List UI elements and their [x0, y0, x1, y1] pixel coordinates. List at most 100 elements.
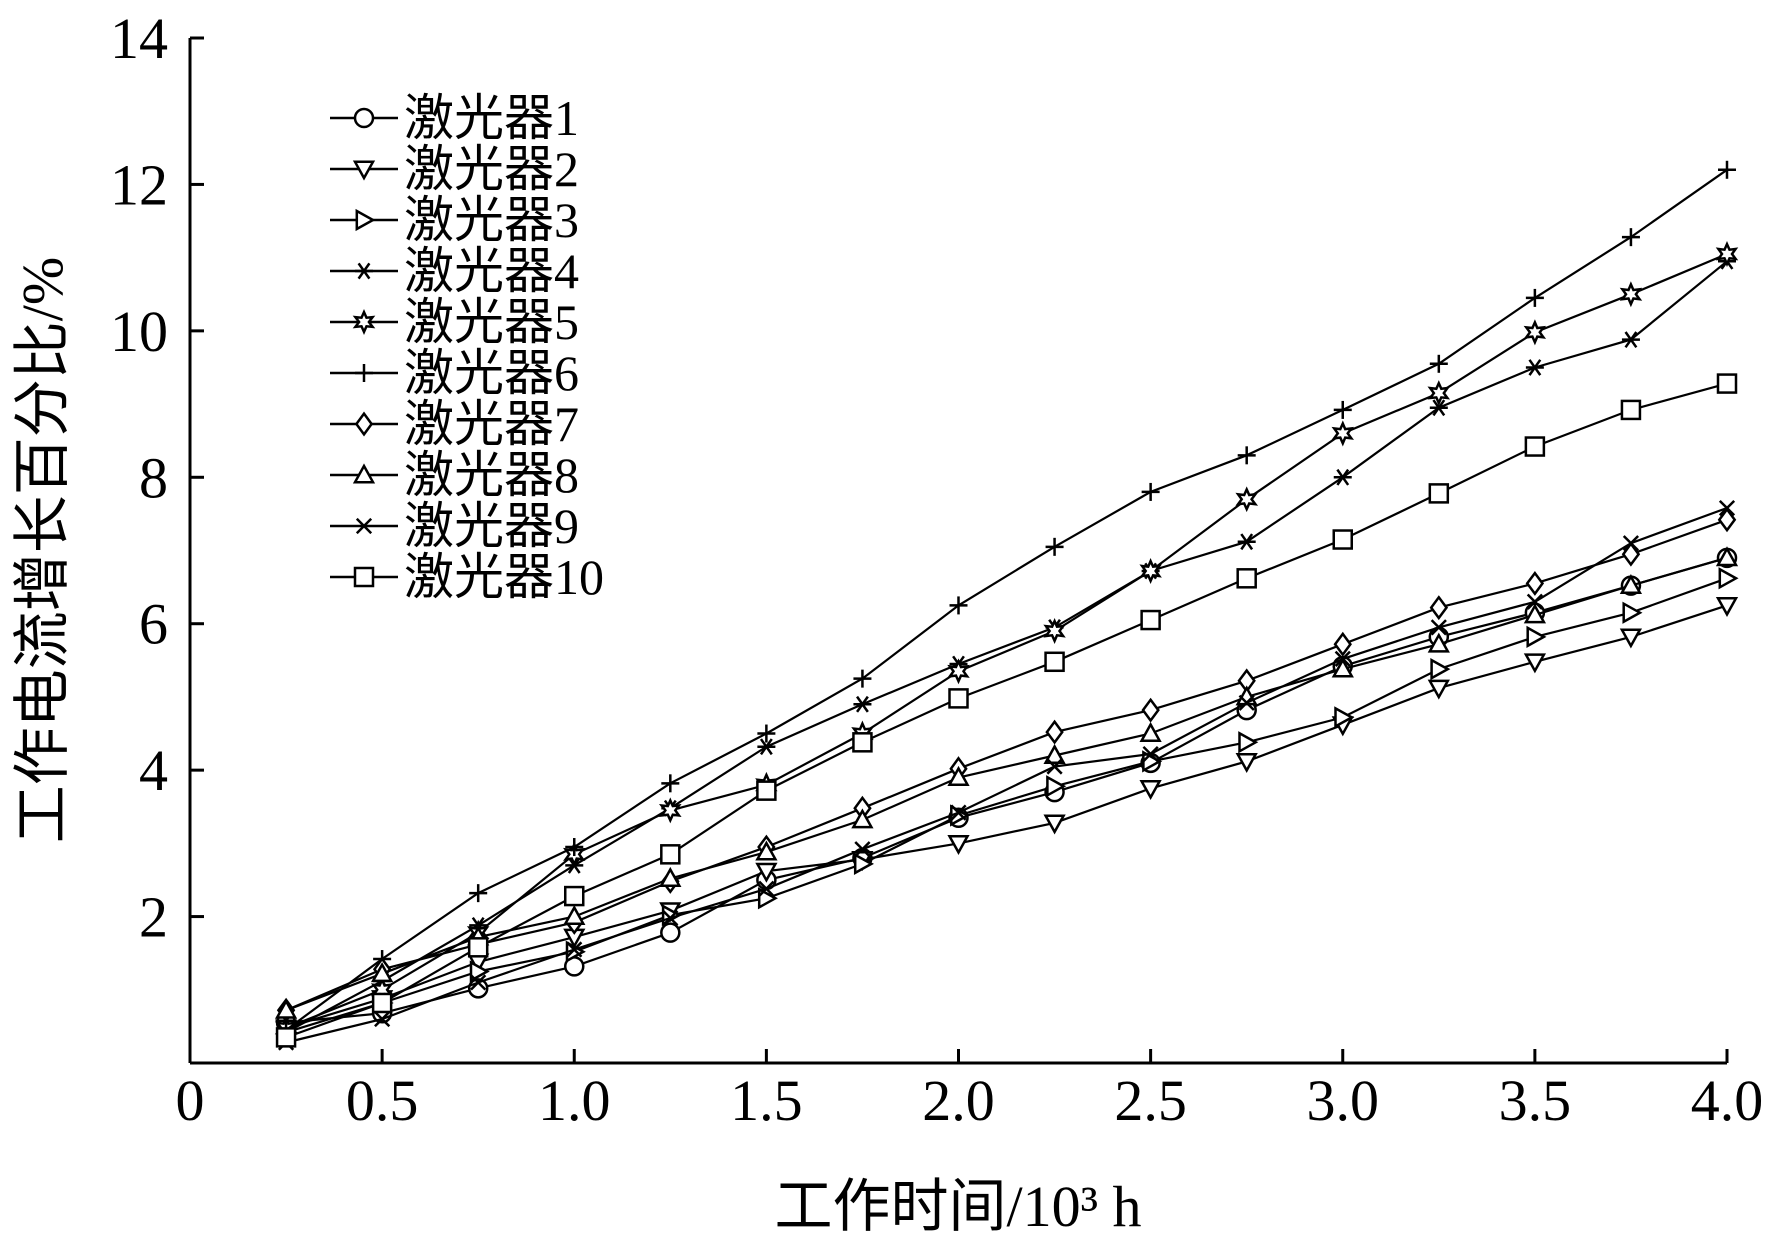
series-6-point-12	[1333, 400, 1352, 419]
series-3-point-11	[1238, 731, 1259, 754]
series-2-point-9	[1043, 814, 1066, 835]
legend-label-7: 激光器7	[404, 396, 579, 452]
y-tick-label-8: 8	[139, 445, 168, 510]
series-7-point-15	[1621, 541, 1641, 567]
series-10-line	[285, 382, 1728, 1039]
series-8-point-5	[659, 866, 682, 887]
series-8-point-10	[1139, 721, 1162, 742]
series-9-point-2	[374, 1010, 391, 1028]
series-10-point-15	[1620, 399, 1642, 421]
series-6-point-3	[469, 884, 488, 903]
series-6-point-16	[1718, 160, 1736, 179]
series-10-point-3	[467, 937, 489, 958]
series-6-point-13	[1429, 354, 1448, 373]
x-axis-title: 工作时间/10³ h	[774, 1174, 1141, 1239]
series-3-point-6	[757, 887, 778, 910]
y-tick-label-2: 2	[139, 885, 168, 950]
legend-item-2: 激光器2	[330, 141, 579, 197]
series-9-point-11	[1238, 694, 1255, 711]
x-tick-label-3-0: 3.0	[1307, 1068, 1380, 1133]
series-6-point-5	[661, 774, 680, 793]
series-5-point-9	[1043, 617, 1066, 645]
legend-label-5: 激光器5	[404, 294, 579, 350]
series-10-point-16	[1716, 373, 1738, 394]
series-8-point-14	[1523, 603, 1547, 624]
series-4	[277, 252, 1736, 1041]
series-10-point-1	[275, 1027, 297, 1048]
legend-item-9: 激光器9	[330, 498, 579, 554]
series-1-line	[285, 556, 1728, 1024]
series-9-point-3	[470, 974, 487, 991]
series-8	[274, 546, 1739, 1019]
series-9-point-9	[1046, 758, 1063, 775]
legend-marker-6	[355, 364, 373, 382]
y-ticks: 2 4 6 8 10 12 14	[110, 6, 204, 950]
series-8-point-7	[851, 808, 874, 829]
legend-label-9: 激光器9	[404, 498, 579, 554]
legend-label-3: 激光器3	[404, 192, 579, 248]
x-tick-label-2-0: 2.0	[922, 1068, 995, 1133]
x-ticks: 0 0.5 1.0 1.5 2.0 2.5 3.0 3.5 4.0	[176, 1049, 1763, 1133]
series-8-point-1	[274, 998, 298, 1019]
y-tick-label-12: 12	[110, 152, 168, 217]
series-3-point-14	[1526, 625, 1547, 649]
legend-item-3: 激光器3	[330, 192, 579, 248]
legend-item-6: 激光器6	[330, 345, 579, 401]
series-8-point-16	[1715, 546, 1739, 567]
series-8-point-8	[947, 765, 970, 786]
legend-item-1: 激光器1	[330, 90, 579, 146]
series-7-point-13	[1429, 595, 1449, 621]
legend-marker-9	[355, 517, 373, 535]
series-9-point-4	[566, 941, 583, 958]
series-4-point-15	[1621, 331, 1640, 349]
series-4-point-6	[757, 738, 776, 756]
series-6-line	[285, 168, 1728, 1031]
series-7-line	[285, 518, 1728, 1012]
series-2-point-10	[1139, 779, 1162, 800]
series-9-point-12	[1334, 650, 1351, 667]
series-4-point-11	[1237, 533, 1256, 551]
series-10-point-14	[1524, 436, 1546, 457]
legend-marker-10	[353, 566, 375, 588]
series-9-point-8	[950, 804, 967, 821]
x-tick-label-3-5: 3.5	[1499, 1068, 1572, 1133]
series-3-point-13	[1430, 657, 1451, 681]
series-8-line	[285, 556, 1728, 1012]
y-tick-label-14: 14	[110, 6, 168, 71]
series-8-point-9	[1043, 743, 1066, 764]
series-4-point-14	[1525, 359, 1544, 376]
series-3-point-12	[1334, 706, 1355, 729]
series-10-point-6	[756, 780, 777, 801]
legend-label-6: 激光器6	[404, 345, 579, 401]
legend-marker-7	[354, 411, 374, 437]
series-9-point-7	[854, 841, 871, 858]
series-8-point-4	[563, 905, 586, 926]
series-10-point-12	[1332, 529, 1353, 550]
series-7-point-16	[1717, 507, 1737, 533]
series-6-point-11	[1237, 446, 1256, 465]
series-10-point-7	[852, 732, 873, 753]
series-10-point-2	[371, 992, 393, 1014]
legend-marker-5	[352, 309, 376, 335]
legend: 激光器1激光器2激光器3激光器4激光器5激光器6激光器7激光器8激光器9激光器1…	[330, 90, 604, 605]
series-4-point-13	[1429, 399, 1448, 417]
series-5-point-15	[1619, 281, 1643, 308]
series-10-point-4	[564, 885, 585, 907]
series-2-point-6	[755, 862, 778, 883]
legend-marker-4	[355, 262, 373, 280]
series-10-point-13	[1428, 483, 1450, 504]
series-2	[274, 596, 1739, 1040]
legend-label-4: 激光器4	[404, 243, 579, 299]
series-2-point-14	[1523, 653, 1547, 674]
series-10-point-8	[948, 688, 969, 709]
legend-marker-2	[352, 160, 376, 181]
legend-label-8: 激光器8	[404, 447, 579, 503]
series-3-point-3	[469, 960, 490, 983]
series-2-point-11	[1235, 752, 1258, 773]
x-tick-label-1-5: 1.5	[730, 1068, 803, 1133]
x-tick-label-0: 0	[176, 1068, 205, 1133]
series-10-point-5	[660, 844, 681, 865]
series-8-point-13	[1427, 632, 1450, 653]
series-5-point-10	[1139, 557, 1162, 585]
